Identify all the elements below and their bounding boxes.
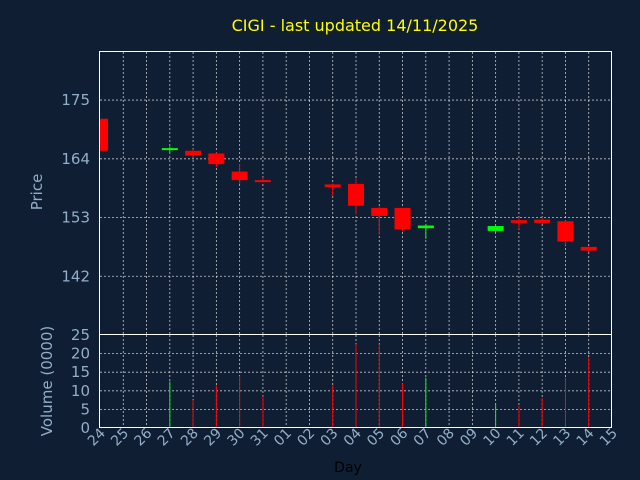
- x-tick-label: 01: [271, 426, 295, 450]
- volume-tick-label: 10: [71, 382, 90, 400]
- x-axis: 24 25 26 27 28 29 30 31 01 02 03 04 05 06 07 08 09 10 11 12…: [85, 425, 621, 449]
- price-tick-label: 153: [61, 209, 90, 227]
- volume-tick-label: 0: [80, 419, 90, 437]
- x-tick-label: 29: [201, 426, 225, 450]
- price-tick-label: 142: [61, 267, 90, 285]
- x-tick-label: 02: [294, 426, 318, 450]
- price-tick-label: 175: [61, 91, 90, 109]
- candle-body: [394, 207, 411, 230]
- x-tick-label: 14: [574, 425, 598, 449]
- candle-body: [371, 207, 388, 216]
- volume-tick-label: 5: [80, 400, 90, 418]
- x-tick-label: 10: [481, 426, 505, 450]
- x-tick-label: 28: [178, 426, 202, 450]
- x-axis-label: Day: [334, 460, 362, 476]
- x-tick-label: 03: [318, 426, 342, 450]
- candle-body: [534, 219, 551, 223]
- x-tick-label: 26: [131, 425, 155, 449]
- volume-axis-label: Volume (0000): [38, 326, 56, 436]
- candle-body: [185, 150, 202, 156]
- x-tick-label: 05: [364, 426, 388, 450]
- candle-body: [231, 171, 248, 181]
- x-tick-label: 09: [457, 426, 481, 450]
- x-tick-label: 15: [597, 426, 621, 450]
- x-tick-label: 30: [225, 426, 249, 450]
- candle-body: [580, 246, 597, 251]
- price-axis-label: Price: [28, 174, 46, 211]
- chart-title: CIGI - last updated 14/11/2025: [232, 16, 479, 35]
- x-tick-label: 04: [341, 425, 365, 449]
- price-tick-label: 164: [61, 150, 90, 168]
- candle-body: [557, 221, 574, 242]
- x-tick-label: 12: [527, 426, 551, 450]
- x-tick-label: 06: [387, 425, 411, 449]
- volume-tick-label: 15: [71, 363, 90, 381]
- candle-body: [487, 226, 504, 231]
- x-tick-label: 31: [248, 426, 272, 450]
- price-y-axis: 142 153 164 175: [61, 91, 90, 285]
- volume-plot-frame: [99, 334, 612, 428]
- candle-body: [100, 118, 108, 151]
- x-tick-label: 08: [434, 426, 458, 450]
- volume-tick-label: 20: [71, 345, 90, 363]
- x-tick-label: 11: [504, 426, 528, 450]
- candle-body: [510, 220, 527, 223]
- candle-body: [208, 153, 225, 165]
- x-tick-label: 13: [550, 426, 574, 450]
- candle-body: [417, 225, 434, 229]
- x-tick-label: 27: [155, 426, 179, 450]
- x-tick-label: 07: [411, 426, 435, 450]
- candle-body: [254, 180, 271, 183]
- volume-series: [169, 344, 590, 428]
- candle-body: [324, 184, 341, 188]
- candle-body: [161, 148, 178, 151]
- x-tick-label: 25: [108, 426, 132, 450]
- volume-tick-label: 25: [71, 326, 90, 344]
- candle-body: [348, 183, 364, 206]
- candlestick-series: [99, 118, 597, 253]
